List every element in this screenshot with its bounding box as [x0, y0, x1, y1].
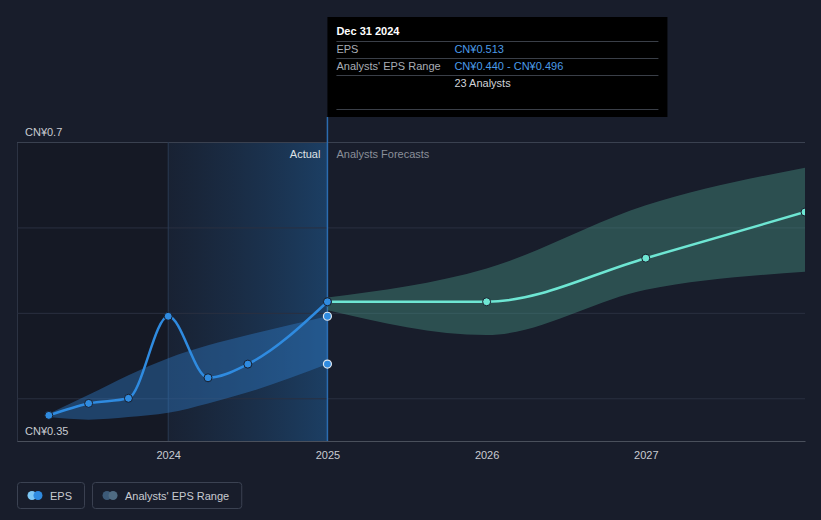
tooltip-value: CN¥0.513: [454, 43, 504, 55]
present-line: [327, 117, 329, 441]
legend-item: EPS: [18, 483, 85, 509]
tooltip-rule: [336, 109, 658, 110]
y-tick: CN¥0.35: [17, 425, 805, 441]
legend-label: Analysts' EPS Range: [125, 490, 229, 502]
tooltip-label: Analysts' EPS Range: [336, 60, 440, 72]
eps-point: [204, 374, 212, 382]
x-tick: 2027: [634, 441, 658, 461]
tooltip-label: EPS: [336, 43, 358, 55]
x-axis-line: [18, 441, 806, 442]
grid-line: [17, 441, 805, 442]
tooltip-value: CN¥0.440 - CN¥0.496: [454, 60, 563, 72]
legend-icon: [109, 491, 118, 500]
legend-item: Analysts' EPS Range: [93, 483, 242, 509]
grid-line: [17, 142, 805, 143]
x-tick-label: 2024: [156, 449, 180, 461]
y-tick-label: CN¥0.7: [25, 126, 62, 138]
x-axis: 2024 2025 2026 2027: [18, 441, 806, 461]
range-band: [327, 168, 805, 335]
region-label: Analysts Forecasts: [336, 148, 429, 160]
eps-point: [45, 411, 53, 419]
x-tick-label: 2026: [475, 449, 499, 461]
y-tick-label: CN¥0.35: [25, 425, 68, 437]
eps-point: [85, 399, 93, 407]
eps-point: [483, 298, 491, 306]
chart-svg: CN¥0.35 CN¥0.7 2024 2025 2026 2027 Actual Analy…: [0, 0, 821, 520]
x-tick: 2025: [316, 441, 340, 461]
range-point: [323, 312, 331, 320]
eps-point: [323, 298, 331, 306]
tooltip-rule: [336, 41, 658, 42]
y-tick: CN¥0.7: [17, 126, 805, 142]
eps-point: [164, 312, 172, 320]
legend-box: [93, 483, 242, 509]
tooltip: Dec 31 2024 EPS CN¥0.513 Analysts' EPS Rang…: [327, 17, 667, 117]
eps-point: [801, 208, 805, 216]
eps-point: [642, 254, 650, 262]
region-label: Actual: [290, 148, 321, 160]
eps-line: [327, 212, 805, 302]
x-tick: 2024: [156, 441, 180, 461]
range-point: [323, 360, 331, 368]
tooltip-rule: [336, 75, 658, 76]
eps-line: [49, 302, 328, 416]
background: [0, 0, 821, 520]
tooltip-value: 23 Analysts: [454, 77, 511, 89]
tooltip-title: Dec 31 2024: [336, 25, 400, 37]
eps-point: [323, 298, 331, 306]
y-axis: CN¥0.35 CN¥0.7: [17, 126, 805, 441]
x-tick-label: 2025: [316, 449, 340, 461]
chart-container: CN¥0.35 CN¥0.7 2024 2025 2026 2027 Actual Analy…: [0, 0, 821, 520]
legend-label: EPS: [50, 490, 72, 502]
legend-icon: [34, 491, 43, 500]
eps-point: [124, 394, 132, 402]
legend: EPS Analysts' EPS Range: [18, 483, 242, 509]
legend-box: [18, 483, 85, 509]
tooltip-rule: [336, 58, 658, 59]
range-band: [49, 316, 328, 419]
y-axis-line: [17, 143, 18, 442]
tooltip-box: [327, 17, 667, 117]
plot-area: [45, 168, 805, 420]
eps-point: [244, 360, 252, 368]
x-tick-label: 2027: [634, 449, 658, 461]
x-tick: 2026: [475, 441, 499, 461]
